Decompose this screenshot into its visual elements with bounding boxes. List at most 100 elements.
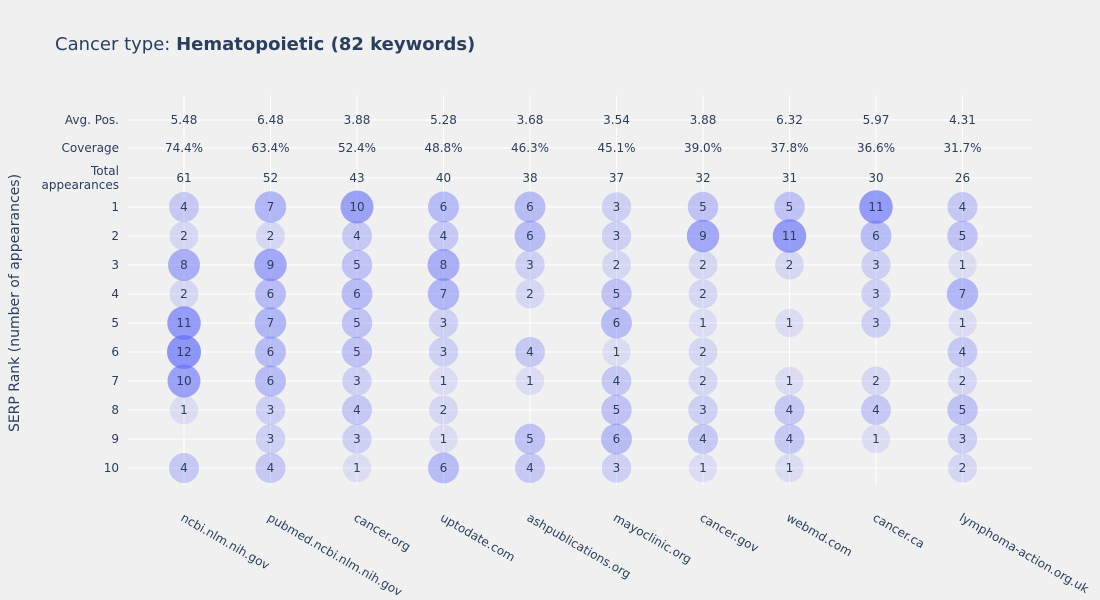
bubble-label: 1 — [440, 374, 448, 388]
y-tick-label: 4 — [111, 287, 119, 301]
summary-rows: 5.48 6.48 3.88 5.28 3.68 3.54 3.88 6.32 5.97 4.31… — [165, 113, 982, 185]
bubble — [427, 278, 460, 310]
bubble — [254, 307, 287, 339]
y-axis-ticks: Avg. Pos. Coverage Total appearances 1 2 3 4 5 6 7… — [42, 113, 119, 475]
bubble-label: 5 — [959, 403, 967, 417]
y-tick-label: 5 — [111, 316, 119, 330]
summary-value: 3.68 — [517, 113, 544, 127]
bubble-label: 3 — [872, 258, 880, 272]
bubble — [861, 250, 891, 280]
bubble — [428, 452, 459, 484]
bubble-label: 7 — [267, 316, 275, 330]
bubble-label: 2 — [526, 287, 534, 301]
bubble-label: 1 — [526, 374, 534, 388]
bubble-label: 11 — [782, 229, 797, 243]
bubble-label: 10 — [176, 374, 191, 388]
bubble — [342, 366, 372, 396]
bubble-label: 4 — [180, 461, 188, 475]
bubble-label: 3 — [440, 345, 448, 359]
bubble-label: 4 — [353, 229, 361, 243]
bubble — [774, 424, 805, 454]
y-tick-label: 2 — [111, 229, 119, 243]
bubble — [515, 337, 545, 367]
bubble — [169, 453, 199, 483]
bubble — [256, 221, 285, 251]
bubble — [861, 279, 891, 309]
summary-value: 31 — [782, 171, 797, 185]
bubble-label: 2 — [959, 374, 967, 388]
bubble-label: 4 — [872, 403, 880, 417]
summary-value: 36.6% — [857, 141, 895, 155]
bubble-label: 1 — [699, 461, 707, 475]
bubble-label: 8 — [440, 258, 448, 272]
bubble — [688, 366, 718, 396]
summary-value: 52.4% — [338, 141, 376, 155]
bubble — [688, 279, 718, 309]
bubble — [515, 279, 545, 309]
bubble — [169, 395, 199, 425]
y-tick-label: 3 — [111, 258, 119, 272]
bubble — [514, 191, 546, 223]
bubble — [688, 395, 718, 425]
bubble — [601, 307, 632, 339]
bubble — [342, 424, 372, 454]
bubble-label: 3 — [872, 287, 880, 301]
summary-value: 6.32 — [776, 113, 803, 127]
bubble — [342, 395, 372, 425]
bubble-label: 3 — [613, 229, 621, 243]
bubble-label: 1 — [872, 432, 880, 446]
bubble-label: 3 — [526, 258, 534, 272]
bubble-label: 3 — [613, 461, 621, 475]
bubble-label: 7 — [267, 200, 275, 214]
bubble-label: 3 — [267, 403, 275, 417]
bubble — [167, 306, 201, 340]
bubble — [169, 279, 199, 309]
bubble — [255, 453, 286, 483]
bubble-label: 3 — [959, 432, 967, 446]
summary-value: 37 — [609, 171, 624, 185]
bubble — [341, 336, 373, 368]
bubble — [515, 366, 545, 396]
bubble — [861, 424, 891, 454]
bubble-label: 4 — [180, 200, 188, 214]
bubble-label: 5 — [786, 200, 794, 214]
summary-value: 32 — [695, 171, 710, 185]
bubble-label: 6 — [613, 432, 621, 446]
bubble — [254, 248, 287, 282]
bubble-label: 3 — [872, 316, 880, 330]
bubbles: 4 7 10 6 6 3 5 5 11 42 2 4 4 6 3 9 11 6 58 9 5 8 3 2 2 2 3 12 6 6 7 2 5 2… — [167, 190, 979, 484]
bubble-label: 2 — [699, 345, 707, 359]
bubble — [772, 219, 807, 253]
bubble — [255, 365, 286, 397]
bubble — [429, 424, 458, 454]
bubble — [601, 278, 632, 310]
chart-title-prefix: Cancer type: — [55, 34, 176, 55]
chart-title: Cancer type: Hematopoietic (82 keywords) — [55, 34, 475, 55]
bubble — [774, 395, 805, 425]
bubble — [167, 364, 201, 398]
bubble — [774, 191, 805, 223]
bubble — [947, 192, 978, 222]
bubble — [428, 191, 459, 223]
summary-value: 5.97 — [863, 113, 890, 127]
summary-value: 38 — [522, 171, 537, 185]
bubble — [429, 395, 458, 425]
bubble-label: 4 — [353, 403, 361, 417]
y-tick-label: 10 — [104, 461, 119, 475]
summary-value: 46.3% — [511, 141, 549, 155]
bubble — [946, 278, 979, 310]
summary-value: 43 — [349, 171, 364, 185]
bubble — [255, 278, 286, 310]
bubble — [340, 190, 374, 224]
summary-value: 39.0% — [684, 141, 722, 155]
bubble — [255, 336, 286, 368]
summary-row-label: Coverage — [62, 141, 120, 155]
summary-value: 63.4% — [251, 141, 289, 155]
bubble-label: 3 — [353, 432, 361, 446]
bubble-label: 3 — [699, 403, 707, 417]
y-tick-label: 8 — [111, 403, 119, 417]
bubble-label: 4 — [959, 345, 967, 359]
bubble — [168, 249, 200, 281]
